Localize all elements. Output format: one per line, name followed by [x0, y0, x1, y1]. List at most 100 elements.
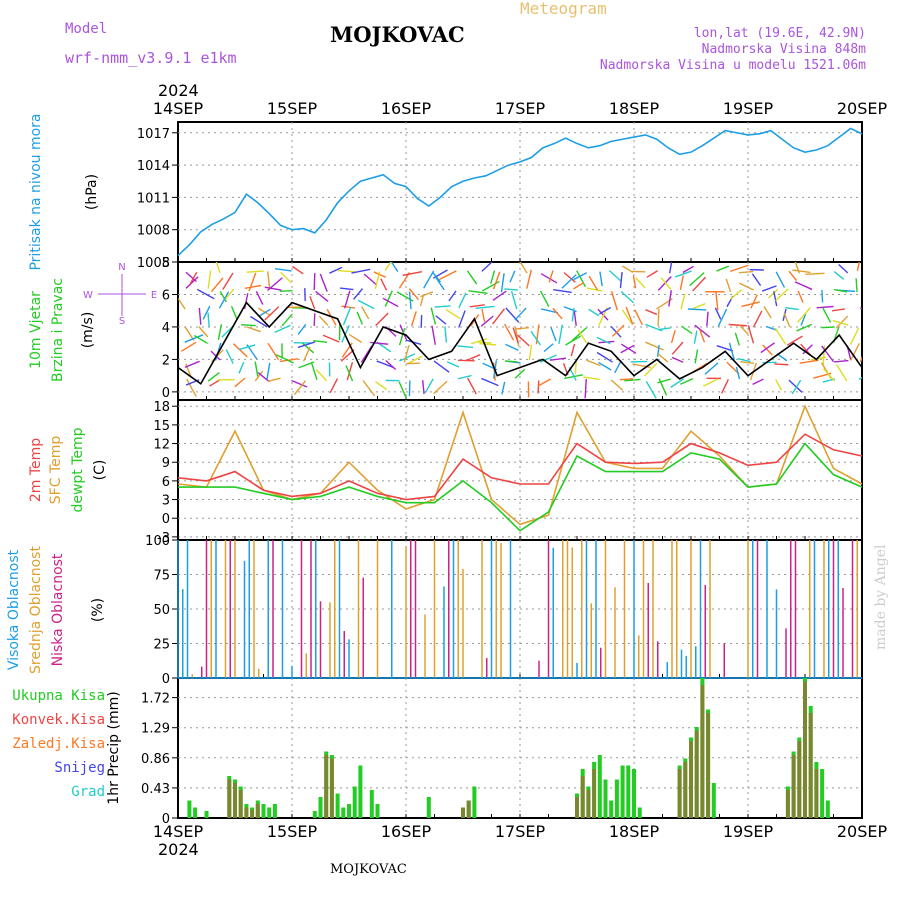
wind-barb — [596, 351, 613, 363]
wind-barb — [241, 323, 256, 327]
wind-barb — [541, 308, 559, 314]
wind-barb — [458, 292, 467, 309]
wind-barb — [505, 343, 519, 351]
wind-barb — [624, 378, 641, 382]
rain-total-bar — [272, 804, 277, 818]
rain-total-bar — [626, 765, 631, 818]
y-tick-label: 15 — [153, 419, 170, 434]
wind-barb — [246, 270, 264, 273]
y-tick-label: 0.86 — [141, 752, 170, 767]
wind-barb — [658, 353, 669, 363]
wind-barb — [313, 339, 328, 344]
rain-conv-bar — [785, 790, 790, 818]
wind-barb — [620, 290, 635, 304]
wind-barb — [630, 360, 648, 363]
low-cloud-label: Niska Oblacnost — [50, 553, 66, 666]
wind-barb — [687, 308, 707, 311]
wind-barb — [599, 306, 612, 315]
wind-barb — [408, 291, 412, 310]
elevation-label: Nadmorska Visina 848m — [702, 42, 867, 57]
rain-total-bar — [187, 800, 192, 818]
wind-barb — [838, 263, 849, 274]
wind-barb — [596, 336, 611, 345]
wind-barb — [503, 323, 515, 341]
wind-barb — [402, 270, 423, 277]
wind-barb — [783, 312, 791, 328]
wind-barb — [737, 357, 751, 363]
wind-barb — [475, 305, 495, 309]
wind-barb — [403, 345, 410, 363]
wind-barb — [614, 360, 622, 374]
wind-barb — [466, 270, 478, 285]
wind-barb — [620, 344, 635, 354]
station-title: MOJKOVAC — [330, 22, 465, 47]
wind-barb — [198, 307, 202, 325]
rain-total-bar — [375, 804, 380, 818]
wind-barb — [225, 288, 235, 300]
wind-barb — [322, 334, 340, 343]
wind-barb — [481, 262, 493, 272]
rain-total-bar — [267, 807, 272, 818]
wind-barb — [611, 324, 625, 337]
wind-barbs — [178, 262, 862, 399]
wind-barb — [858, 376, 862, 381]
rain-total-bar — [341, 807, 346, 818]
y-tick-label: 1.29 — [141, 722, 170, 737]
wind-barb — [791, 379, 802, 395]
wind-barb — [694, 324, 711, 338]
wind-barb — [833, 288, 848, 293]
wind-barb — [775, 271, 786, 288]
wind-barb — [856, 262, 860, 271]
wind-barb — [185, 276, 199, 289]
wind-barb — [280, 271, 292, 284]
wind-barb — [739, 282, 754, 291]
rain-conv-bar — [244, 807, 249, 818]
precip-legend-2: Zaledj.Kisa — [12, 736, 105, 752]
day-label-top: 17SEP — [495, 99, 546, 118]
wind-barb — [834, 359, 849, 363]
wind-barb — [433, 380, 448, 395]
wind-barb — [832, 319, 849, 326]
wind-barb — [267, 342, 280, 360]
y-tick-label: 100 — [145, 534, 170, 549]
wind-barb — [467, 354, 481, 361]
rain-total-bar — [335, 793, 340, 818]
wind-barb — [797, 290, 804, 303]
wind-barb — [682, 265, 694, 274]
wind-barb — [752, 378, 764, 386]
wind-barb — [384, 290, 393, 307]
wind-barb — [514, 368, 526, 379]
wind-barb — [345, 365, 354, 382]
wind-barb — [561, 274, 577, 289]
wind-barb — [370, 341, 389, 345]
wind-barb — [619, 272, 623, 289]
rain-total-bar — [603, 779, 608, 818]
wind-barb — [694, 349, 699, 364]
wind-barb — [597, 308, 609, 321]
wind-barb — [180, 341, 197, 352]
wind-barb — [310, 362, 318, 380]
day-label-bottom: 14SEP — [153, 822, 204, 841]
wind-barb — [671, 341, 684, 355]
rain-total-bar — [352, 786, 357, 818]
wind-barb — [481, 377, 499, 387]
wind-barb — [671, 356, 684, 363]
wind-barb — [835, 364, 848, 382]
wind-barb — [645, 380, 657, 399]
wind-barb — [645, 341, 664, 351]
wind-barb — [264, 306, 280, 321]
day-label-top: 18SEP — [609, 99, 660, 118]
wind-barb — [267, 377, 281, 382]
wind-barb — [250, 315, 268, 328]
y-tick-label: 1005 — [137, 256, 170, 271]
wind-barb — [193, 334, 208, 345]
wind-barb — [344, 290, 351, 309]
wind-barb — [797, 307, 811, 323]
wind-barb — [457, 374, 472, 380]
wind-barb — [361, 306, 370, 320]
wind-barb — [238, 361, 245, 374]
wind-barb — [725, 278, 732, 293]
wind-barb — [821, 345, 835, 363]
wind-barb — [610, 290, 618, 311]
wind-barb — [692, 303, 706, 310]
